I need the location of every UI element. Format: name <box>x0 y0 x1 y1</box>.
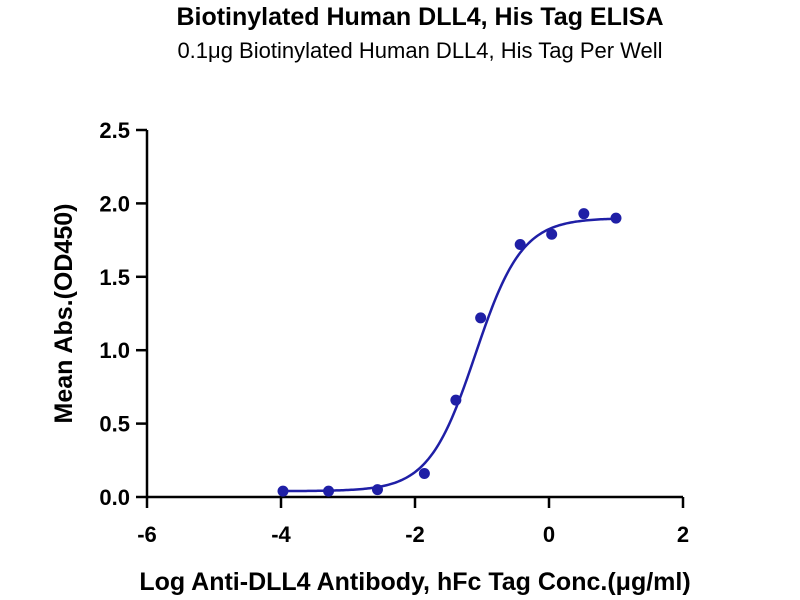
data-point <box>323 485 335 497</box>
data-point <box>277 485 289 497</box>
y-tick-label: 1.0 <box>99 338 130 363</box>
y-axis-label: Mean Abs.(OD450) <box>50 204 78 424</box>
x-tick-label: -2 <box>405 522 425 547</box>
data-point <box>546 228 558 240</box>
data-point <box>578 208 590 220</box>
x-axis-label: Log Anti-DLL4 Antibody, hFc Tag Conc.(μg… <box>139 568 690 596</box>
data-point <box>610 212 622 224</box>
y-tick-label: 1.5 <box>99 265 130 290</box>
x-tick-label: -6 <box>137 522 157 547</box>
x-axis-ticks: -6 -4 -2 0 2 <box>137 497 689 547</box>
data-point <box>418 468 430 480</box>
y-axis-ticks: 0.0 0.5 1.0 1.5 2.0 2.5 <box>99 118 147 510</box>
data-point <box>514 239 526 251</box>
y-tick-label: 0.0 <box>99 485 130 510</box>
x-tick-label: 0 <box>543 522 555 547</box>
chart-title: Biotinylated Human DLL4, His Tag ELISA <box>176 3 664 31</box>
data-point <box>475 312 487 324</box>
y-tick-label: 2.5 <box>99 118 130 143</box>
fit-curve <box>281 217 617 493</box>
x-tick-label: 2 <box>677 522 689 547</box>
y-tick-label: 2.0 <box>99 191 130 216</box>
data-points <box>277 208 622 497</box>
chart-subtitle: 0.1μg Biotinylated Human DLL4, His Tag P… <box>177 38 663 63</box>
y-tick-label: 0.5 <box>99 412 130 437</box>
x-tick-label: -4 <box>271 522 291 547</box>
data-point <box>371 484 383 496</box>
data-point <box>450 394 462 406</box>
